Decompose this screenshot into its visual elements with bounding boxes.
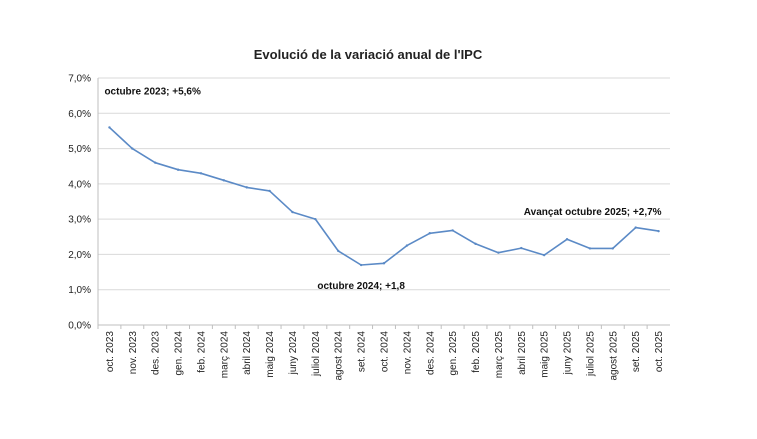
y-tick-label: 5,0% xyxy=(68,144,91,155)
data-point xyxy=(108,126,111,129)
x-tick-label: abril 2024 xyxy=(242,331,253,375)
x-tick-label: set. 2025 xyxy=(631,331,642,373)
data-point xyxy=(634,226,637,229)
x-tick-label: oct. 2025 xyxy=(654,331,665,373)
data-point xyxy=(542,253,546,257)
data-point xyxy=(611,247,614,250)
y-tick-label: 6,0% xyxy=(68,109,91,120)
data-point xyxy=(428,232,431,235)
y-tick-label: 0,0% xyxy=(68,321,91,332)
y-tick-label: 2,0% xyxy=(68,250,91,261)
x-tick-label: agost 2025 xyxy=(608,331,619,381)
x-tick-label: oct. 2024 xyxy=(380,331,391,373)
data-point xyxy=(497,251,500,254)
y-tick-label: 7,0% xyxy=(68,74,91,85)
x-tick-label: oct. 2023 xyxy=(105,331,116,373)
ipc-series-line xyxy=(108,126,659,266)
x-tick-label: set. 2024 xyxy=(357,331,368,373)
y-tick-label: 1,0% xyxy=(68,285,91,296)
x-tick-label: març 2025 xyxy=(494,331,505,379)
annotations: octubre 2023; +5,6% octubre 2024; +1,8 Ava… xyxy=(104,86,661,292)
series xyxy=(108,126,660,267)
x-tick-label: des. 2024 xyxy=(425,331,436,375)
gridlines xyxy=(98,77,670,291)
data-point xyxy=(245,186,248,189)
x-tick-label: juny 2025 xyxy=(563,331,574,376)
x-tick-label: agost 2024 xyxy=(334,331,345,381)
x-tick-label: gen. 2024 xyxy=(174,331,185,376)
data-point xyxy=(405,244,409,247)
x-tick-label: abril 2025 xyxy=(517,331,528,375)
x-tick-label: feb. 2025 xyxy=(471,331,482,373)
y-tick-label: 3,0% xyxy=(68,215,91,226)
data-point xyxy=(222,179,226,182)
data-point xyxy=(565,238,569,241)
data-point xyxy=(291,210,294,214)
x-tick-label: juliol 2024 xyxy=(311,331,322,377)
x-tick-label: feb. 2024 xyxy=(196,331,207,373)
x-tick-label: des. 2023 xyxy=(151,331,162,375)
data-point xyxy=(199,172,203,175)
data-point xyxy=(131,147,134,150)
x-tick-label: nov. 2023 xyxy=(128,331,139,375)
data-point xyxy=(337,249,340,253)
x-tick-label: juny 2024 xyxy=(288,331,299,376)
y-tick-labels: 0,0% 1,0% 2,0% 3,0% 4,0% 5,0% 6,0% 7,0% xyxy=(68,74,91,332)
data-point xyxy=(451,229,454,232)
x-tick-label: maig 2024 xyxy=(265,331,276,378)
x-tick-labels: oct. 2023 nov. 2023 des. 2023 gen. 2024 feb.… xyxy=(105,331,665,381)
x-tick-label: març 2024 xyxy=(219,331,230,379)
data-point xyxy=(359,263,363,267)
data-point xyxy=(657,229,660,233)
annotation-label: octubre 2024; +1,8 xyxy=(317,281,405,292)
axes xyxy=(97,78,670,329)
x-tick-label: juliol 2025 xyxy=(585,331,596,377)
chart-title: Evolució de la variació anual de l'IPC xyxy=(254,47,483,62)
x-tick-label: maig 2025 xyxy=(540,331,551,378)
data-point xyxy=(382,262,386,265)
data-point xyxy=(154,161,157,164)
x-tick-label: nov. 2024 xyxy=(402,331,413,375)
data-point xyxy=(268,189,271,193)
annotation-label: Avançat octubre 2025; +2,7% xyxy=(524,207,662,218)
annotation-label: octubre 2023; +5,6% xyxy=(104,86,201,97)
y-tick-label: 4,0% xyxy=(68,179,91,190)
x-tick-label: gen. 2025 xyxy=(448,331,459,376)
data-point xyxy=(520,246,523,250)
data-point xyxy=(314,217,317,221)
data-point xyxy=(588,247,592,250)
data-point xyxy=(474,242,477,246)
data-point xyxy=(176,168,180,171)
